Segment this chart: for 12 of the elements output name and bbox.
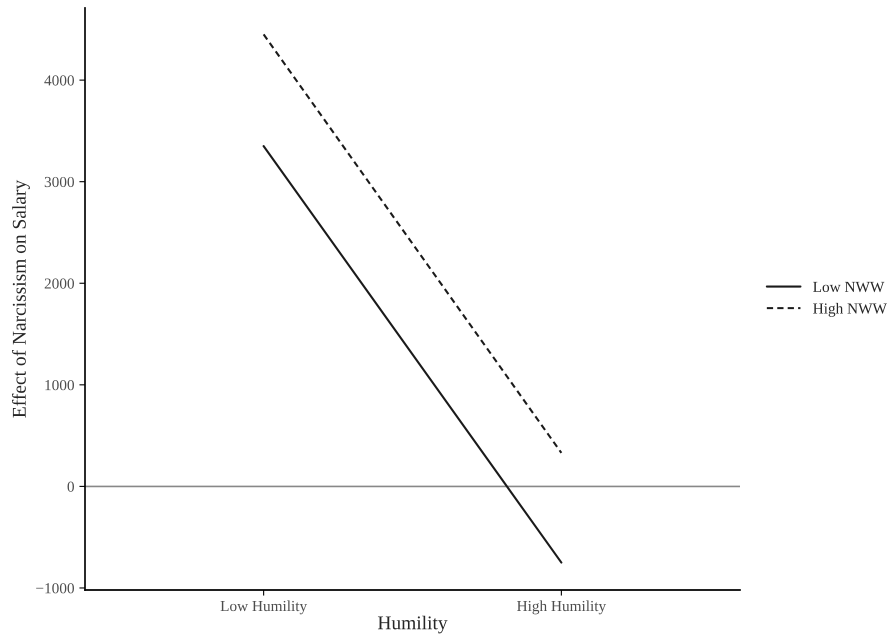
y-tick-label: 3000 [44, 176, 74, 188]
y-tick-label: 4000 [44, 75, 74, 86]
y-tick-label: 0 [68, 482, 74, 492]
y-axis-title: Effect of Narcissism on Salary [12, 180, 30, 418]
x-tick-label: High Humility [517, 600, 606, 614]
legend-label: Low NWW [813, 282, 884, 292]
y-tick-label: 2000 [44, 278, 74, 289]
x-tick-label: Low Humility [220, 600, 308, 614]
y-tick-label: 1000 [45, 380, 74, 390]
legend-label: High NWW [813, 302, 887, 317]
y-tick-label: −1000 [36, 583, 74, 594]
x-axis-title: Humility [378, 616, 448, 634]
